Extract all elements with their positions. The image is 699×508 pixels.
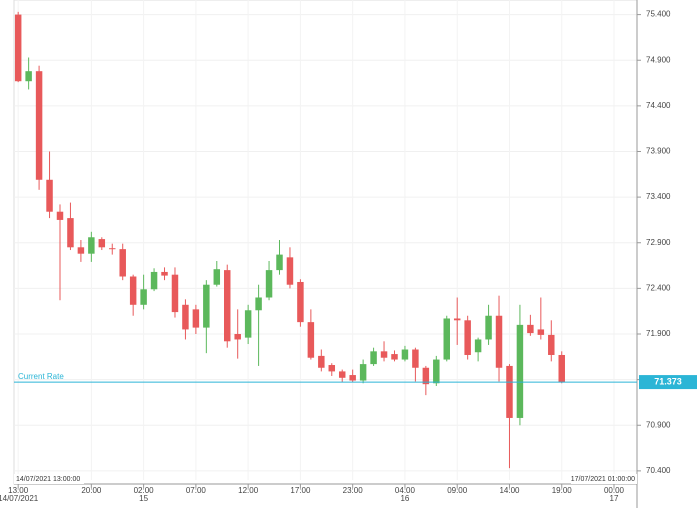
x-tick-label: 09:00 <box>447 486 468 495</box>
candle-body <box>255 297 262 311</box>
candle-body <box>297 281 304 323</box>
candle-body <box>14 14 22 82</box>
x-tick-label: 02:00 <box>134 486 155 495</box>
candle-body <box>412 349 419 368</box>
y-tick-label: 70.900 <box>646 420 671 429</box>
candle-body <box>182 304 189 330</box>
candle-body <box>109 248 116 250</box>
x-tick-label: 20:00 <box>81 486 102 495</box>
candle-body <box>244 310 252 338</box>
x-tick-label: 12:00 <box>238 486 259 495</box>
candle-body <box>464 320 471 355</box>
y-tick-label: 71.900 <box>646 329 671 338</box>
candle-body <box>25 71 32 82</box>
candle-body <box>359 364 367 381</box>
x-tick-label: 07:00 <box>186 486 207 495</box>
candle-body <box>276 254 283 271</box>
x-tick-label: 00:00 <box>604 486 625 495</box>
current-rate-value: 71.373 <box>654 376 682 386</box>
candle-body <box>485 315 492 340</box>
candle-body <box>558 354 565 383</box>
y-tick-label: 72.900 <box>646 238 671 247</box>
candle-body <box>286 257 294 285</box>
range-end-box <box>571 474 637 484</box>
candle-body <box>46 179 53 212</box>
candle-body <box>495 315 503 368</box>
candle-body <box>77 247 85 254</box>
candle-body <box>98 239 106 248</box>
x-tick-label: 17:00 <box>290 486 311 495</box>
current-rate-label: Current Rate <box>18 372 64 381</box>
candle-body <box>338 371 346 378</box>
candle-body <box>213 269 221 285</box>
current-rate-tag <box>639 375 697 390</box>
candle-body <box>67 218 74 248</box>
candle-body <box>203 284 210 328</box>
candle-body <box>224 270 231 342</box>
day-tick-label: 15 <box>139 494 148 503</box>
range-start-label: 14/07/2021 13:00:00 <box>16 476 80 483</box>
candle-body <box>119 249 126 277</box>
candle-body <box>537 329 545 335</box>
day-tick-label: 16 <box>400 494 409 503</box>
x-tick-label: 13:00 <box>8 486 29 495</box>
candle-body <box>474 339 482 353</box>
candle-body <box>453 318 461 321</box>
candle-body <box>318 355 325 368</box>
y-tick-label: 74.400 <box>646 101 671 110</box>
candle-body <box>506 365 513 418</box>
y-tick-label: 75.400 <box>646 10 671 19</box>
candle-body <box>171 274 179 313</box>
day-tick-label: 17 <box>610 494 619 503</box>
day-tick-label: 14/07/2021 <box>0 494 39 503</box>
plot-frame <box>13 0 638 485</box>
candle-body <box>380 351 388 358</box>
candle-body <box>433 359 440 384</box>
candle-body <box>307 322 315 358</box>
candle-body <box>35 71 43 180</box>
x-tick-label: 19:00 <box>552 486 573 495</box>
candle-body <box>265 270 273 298</box>
candle-body <box>129 276 137 305</box>
candle-body <box>192 309 200 328</box>
candle-body <box>527 324 534 334</box>
x-tick-label: 23:00 <box>343 486 364 495</box>
candle-body <box>401 349 409 360</box>
x-tick-label: 04:00 <box>395 486 416 495</box>
candle-body <box>349 375 356 381</box>
candle-body <box>234 333 241 340</box>
candle-body <box>548 334 555 355</box>
candle-body <box>56 211 64 220</box>
y-tick-label: 73.400 <box>646 192 671 201</box>
candle-body <box>88 237 95 254</box>
x-tick-label: 14:00 <box>499 486 520 495</box>
candle-body <box>422 367 430 385</box>
candle-body <box>370 351 377 365</box>
y-tick-label: 70.400 <box>646 466 671 475</box>
candle-body <box>140 289 147 305</box>
range-start-box <box>14 474 84 484</box>
y-tick-label: 73.900 <box>646 147 671 156</box>
candle-body <box>150 271 158 290</box>
y-tick-label: 72.400 <box>646 283 671 292</box>
range-end-label: 17/07/2021 01:00:00 <box>571 476 635 483</box>
y-tick-label: 74.900 <box>646 55 671 64</box>
candle-body <box>516 324 524 418</box>
candle-body <box>443 318 450 360</box>
candle-body <box>161 271 168 276</box>
candle-body <box>328 365 336 372</box>
candle-body <box>391 354 398 360</box>
